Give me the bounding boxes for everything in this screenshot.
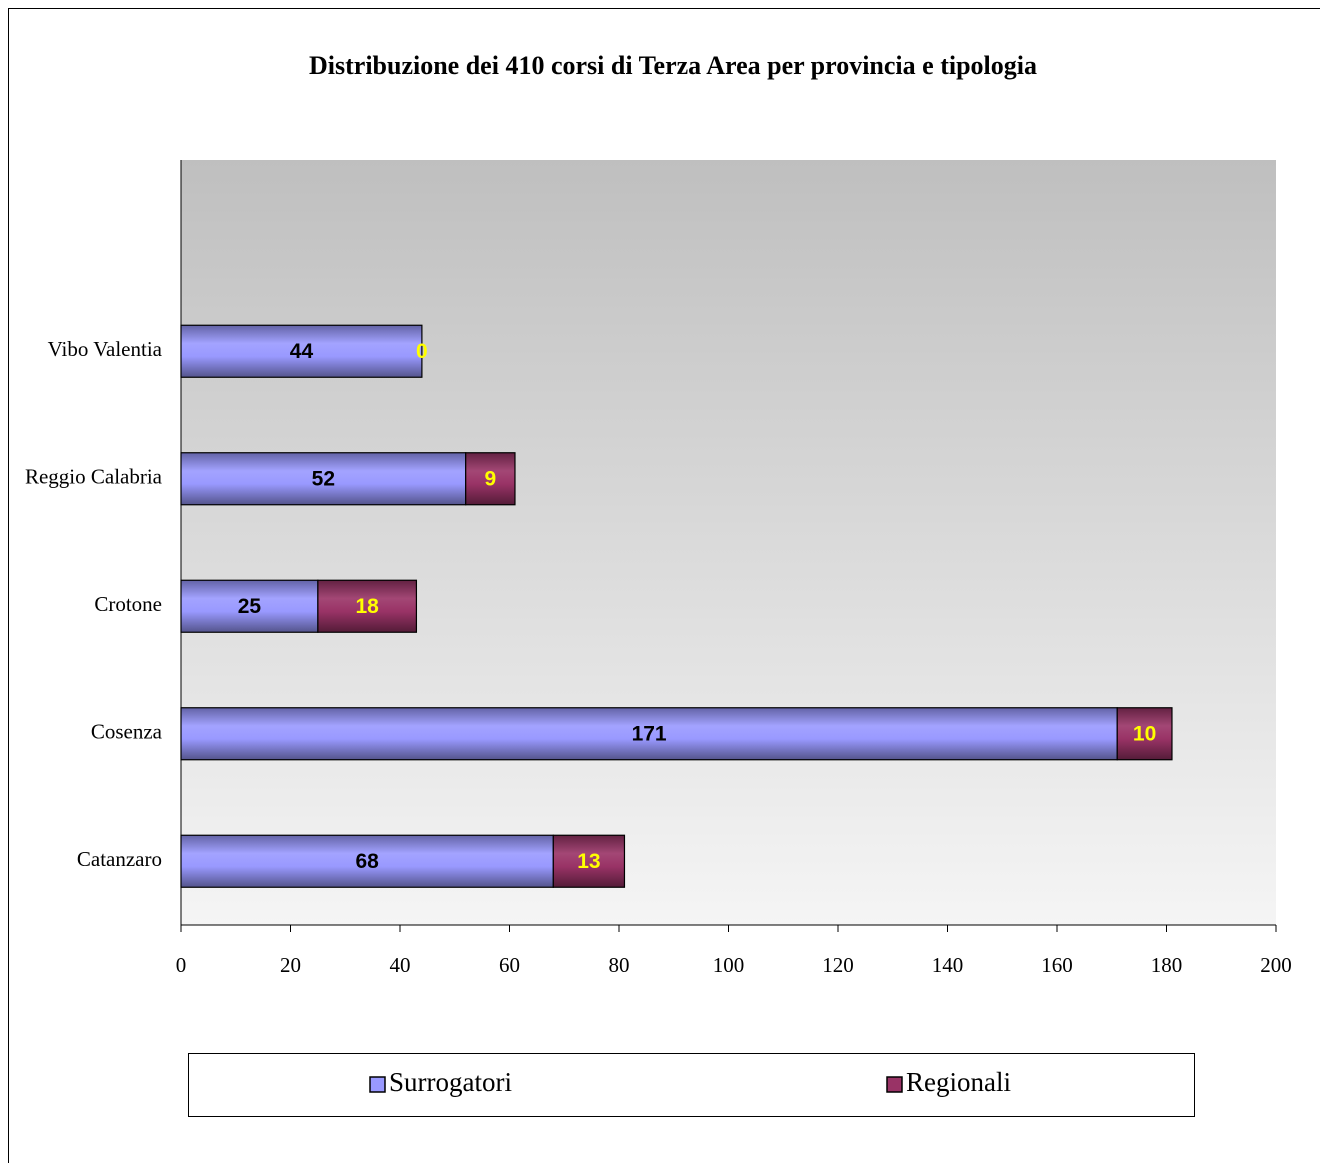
data-label: 10 [1133,722,1156,745]
bar-segment [317,579,418,633]
bar-segment [180,579,319,633]
legend-swatch [886,1076,903,1093]
legend-label: Regionali [906,1067,1011,1097]
x-tick-label: 0 [176,953,187,977]
data-label: 44 [290,340,314,363]
y-tick-label: Catanzaro [77,847,162,871]
y-tick-label: Vibo Valentia [48,337,163,361]
data-label: 0 [416,340,428,363]
bar-segment [552,834,626,888]
legend-box [188,1053,1195,1117]
bar-segment [180,324,423,378]
bar-segment [180,452,467,506]
data-label: 52 [312,467,335,490]
x-tick-label: 60 [499,953,520,977]
data-label: 68 [355,850,379,873]
legend-label: Surrogatori [389,1067,512,1097]
y-tick-label: Cosenza [91,720,163,744]
data-label: 18 [355,595,379,618]
data-label: 13 [577,850,600,873]
bar-segment [1116,707,1173,761]
x-tick-label: 180 [1151,953,1183,977]
bar-segment [465,452,516,506]
y-tick-label: Crotone [94,592,162,616]
x-tick-label: 200 [1260,953,1292,977]
legend-swatch [369,1076,386,1093]
x-tick-label: 20 [280,953,301,977]
chart-title: Distribuzione dei 410 corsi di Terza Are… [309,51,1037,80]
x-tick-label: 140 [932,953,964,977]
data-label: 171 [632,722,667,745]
plot-area [181,160,1276,925]
x-tick-label: 100 [713,953,745,977]
x-tick-label: 40 [390,953,411,977]
data-label: 9 [484,467,496,490]
x-tick-label: 120 [822,953,854,977]
y-tick-label: Reggio Calabria [25,465,163,489]
data-label: 25 [238,595,262,618]
x-tick-label: 80 [609,953,630,977]
x-tick-label: 160 [1041,953,1073,977]
